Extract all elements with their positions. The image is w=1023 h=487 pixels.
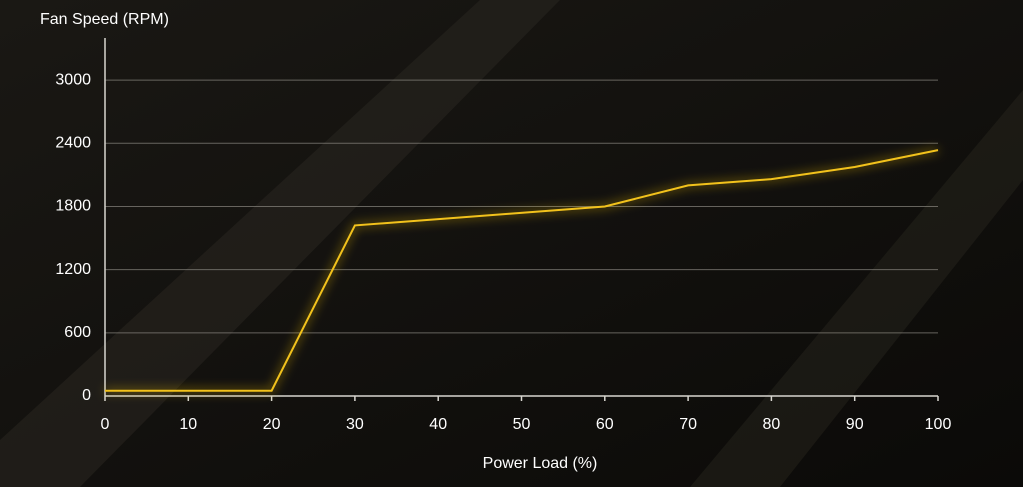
background-band xyxy=(690,90,1023,487)
data-line xyxy=(105,149,939,392)
x-tick-label: 0 xyxy=(101,416,110,433)
x-tick-label: 10 xyxy=(179,416,197,433)
x-axis-title: Power Load (%) xyxy=(483,455,598,472)
y-tick-label: 2400 xyxy=(55,135,91,152)
x-tick-label: 20 xyxy=(263,416,281,433)
y-tick-label: 1200 xyxy=(55,261,91,278)
x-tick-label: 50 xyxy=(513,416,531,433)
x-tick-label: 40 xyxy=(429,416,447,433)
background-band xyxy=(0,0,560,487)
x-tick-label: 70 xyxy=(679,416,697,433)
y-tick-label: 1800 xyxy=(55,198,91,215)
x-tick-label: 80 xyxy=(763,416,781,433)
x-tick-label: 30 xyxy=(346,416,364,433)
y-tick-label: 3000 xyxy=(55,71,91,88)
y-tick-label: 0 xyxy=(82,387,91,404)
x-tick-label: 100 xyxy=(925,416,952,433)
x-tick-label: 60 xyxy=(596,416,614,433)
y-tick-label: 600 xyxy=(64,324,91,341)
x-tick-label: 90 xyxy=(846,416,864,433)
y-axis-title: Fan Speed (RPM) xyxy=(40,11,169,28)
plot-area: 0 600 1200 1800 2400 3000 0 10 20 30 40 50 60 70 80 90 1… xyxy=(55,38,951,433)
